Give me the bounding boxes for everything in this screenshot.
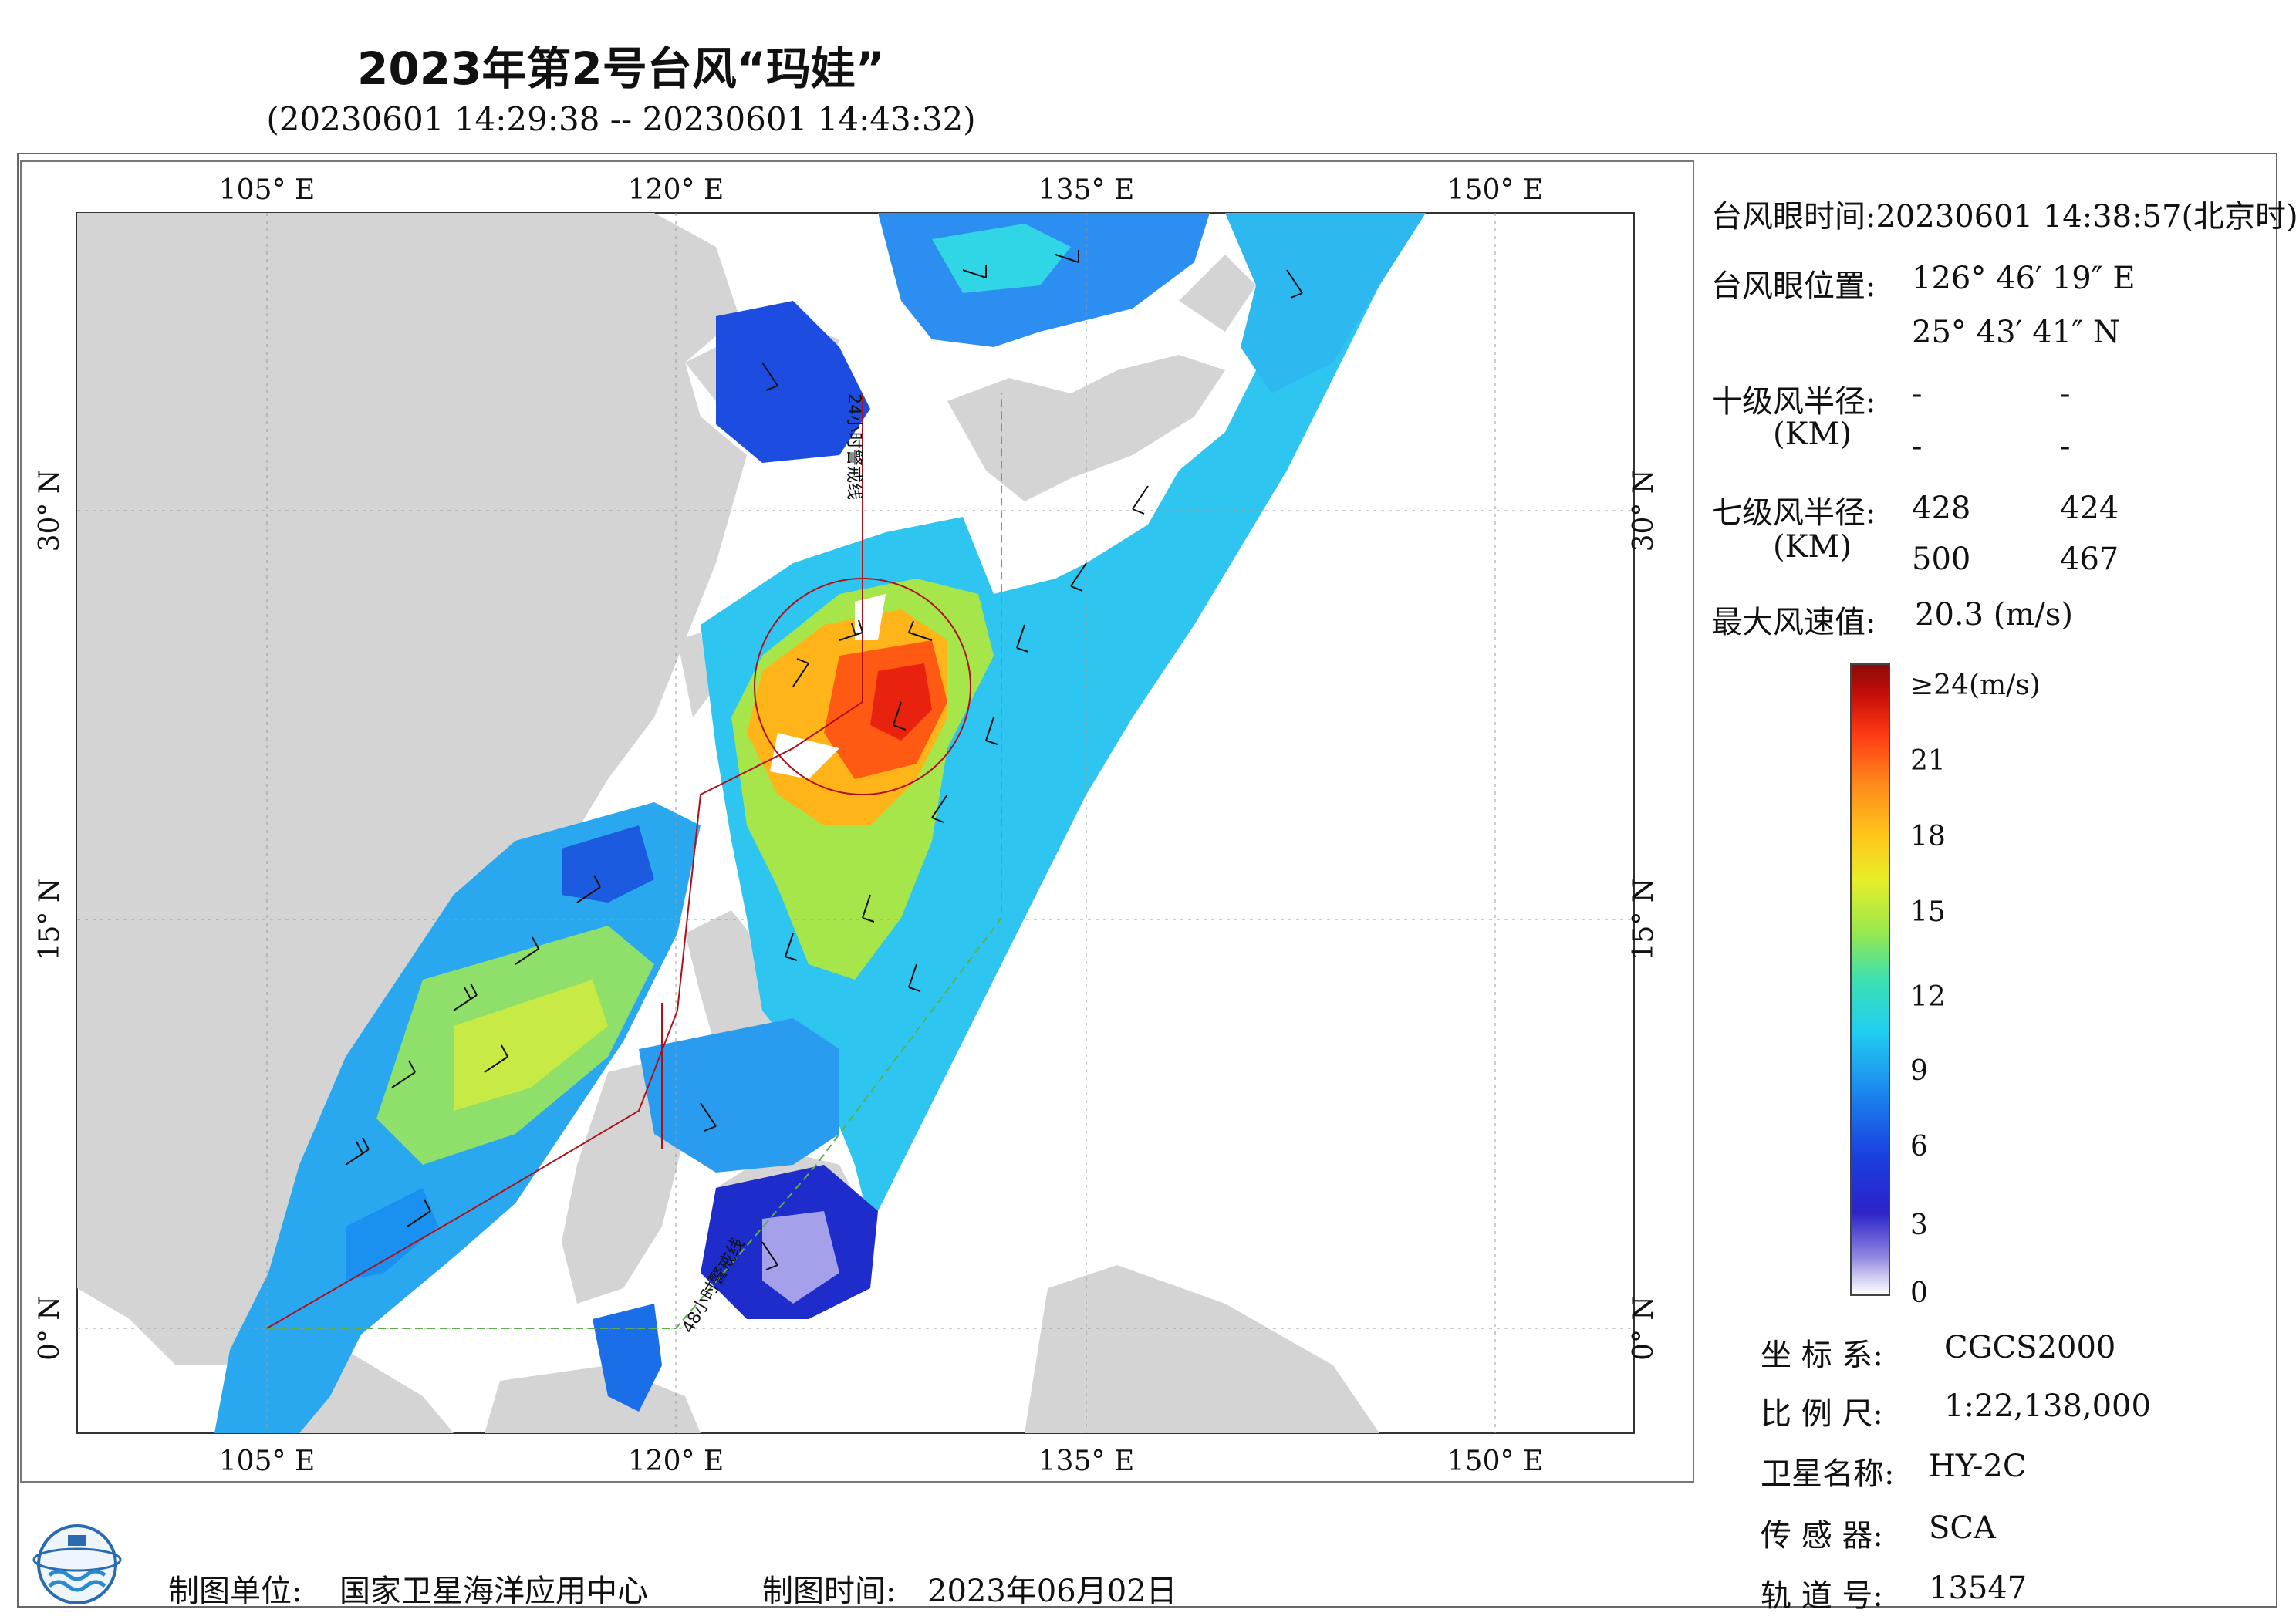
graticule — [77, 213, 1634, 1433]
lat-label-left: 15° N — [34, 879, 66, 961]
lon-label-top: 105° E — [219, 174, 315, 206]
r7-value: 424 — [2060, 491, 2119, 526]
typhoon-eye-circle — [754, 578, 971, 795]
wind-barbs — [345, 250, 1303, 1270]
page-border — [17, 153, 2277, 1608]
sensor-value: SCA — [1929, 1510, 1996, 1546]
lat-label-right: 15° N — [1628, 879, 1660, 961]
r10-value: - — [1912, 376, 1923, 412]
lon-label-bottom: 135° E — [1038, 1446, 1134, 1477]
scale-value: 1:22,138,000 — [1944, 1388, 2151, 1424]
satellite-label: 卫星名称: — [1761, 1456, 1895, 1492]
map-title: 2023年第2号台风“玛娃” — [356, 42, 886, 95]
lat-label-right: 0° N — [1628, 1296, 1660, 1361]
orbit-label: 轨 道 号: — [1761, 1578, 1883, 1614]
lon-label-bottom: 120° E — [628, 1446, 724, 1477]
r10-value: - — [2060, 376, 2071, 412]
org-value: 国家卫星海洋应用中心 — [339, 1574, 648, 1609]
r7-label: 七级风半径: — [1711, 495, 1876, 531]
date-value: 2023年06月02日 — [927, 1574, 1177, 1609]
org-label: 制图单位: — [168, 1574, 302, 1609]
date-label: 制图时间: — [762, 1574, 896, 1609]
colorbar-tick: 0 — [1910, 1277, 1928, 1309]
colorbar-tick: 12 — [1910, 981, 1946, 1013]
nsoas-logo — [32, 1524, 122, 1604]
wind-swath-east — [701, 213, 1426, 1227]
lat-label-left: 0° N — [34, 1296, 66, 1361]
crs-value: CGCS2000 — [1944, 1330, 2116, 1365]
colorbar-tick: 9 — [1910, 1055, 1928, 1087]
scale-label: 比 例 尺: — [1761, 1396, 1883, 1432]
lat-label-right: 30° N — [1628, 470, 1660, 552]
r10-unit: (KM) — [1773, 417, 1852, 452]
eye-time-value: 20230601 14:38:57(北京时) — [1876, 199, 2296, 235]
lon-label-bottom: 105° E — [219, 1446, 315, 1477]
r7-value: 428 — [1912, 491, 1971, 526]
colorbar-tick: 15 — [1910, 896, 1946, 928]
colorbar-tick: 6 — [1910, 1131, 1928, 1162]
max-wind-value: 20.3 (m/s) — [1915, 597, 2073, 633]
eye-pos-label: 台风眼位置: — [1711, 268, 1876, 304]
map-subtitle: (20230601 14:29:38 -- 20230601 14:43:32) — [266, 100, 976, 138]
r7-unit: (KM) — [1773, 529, 1852, 565]
colorbar-tick: ≥24(m/s) — [1910, 670, 2041, 701]
lon-label-bottom: 150° E — [1447, 1446, 1543, 1477]
lon-label-top: 120° E — [628, 174, 724, 206]
colorbar-tick: 3 — [1910, 1210, 1928, 1241]
eye-time-label: 台风眼时间: — [1711, 199, 1876, 235]
typhoon-wind-map: 24小时警戒线 48小时警戒线 105° E 120° E 135° E 150… — [34, 174, 1660, 1477]
wind-speed-colorbar — [1850, 663, 1890, 1296]
max-wind-label: 最大风速值: — [1711, 605, 1876, 640]
map-frame: 24小时警戒线 48小时警戒线 105° E 120° E 135° E 150… — [20, 160, 1694, 1483]
warning-line-24h — [266, 393, 863, 1329]
warning-line-48h — [267, 393, 1002, 1329]
r10-label: 十级风半径: — [1711, 384, 1876, 420]
colorbar-tick: 18 — [1910, 821, 1946, 852]
wind-swath-north — [716, 213, 1426, 463]
satellite-value: HY-2C — [1929, 1449, 2027, 1484]
r7-value: 467 — [2060, 542, 2119, 577]
sensor-label: 传 感 器: — [1761, 1518, 1883, 1554]
eye-lon-value: 126° 46′ 19″ E — [1912, 261, 2136, 296]
eye-time-row: 台风眼时间:20230601 14:38:57(北京时) — [1711, 191, 2296, 236]
wind-swath-south — [593, 1018, 878, 1412]
lon-label-top: 150° E — [1447, 174, 1543, 206]
lat-label-left: 30° N — [34, 470, 66, 552]
wind-swath-west — [214, 802, 701, 1433]
colorbar-tick: 21 — [1910, 745, 1946, 777]
crs-label: 坐 标 系: — [1761, 1338, 1883, 1373]
lon-label-top: 135° E — [1038, 174, 1134, 206]
r7-value: 500 — [1912, 542, 1971, 577]
warning-24h-label: 24小时警戒线 — [844, 393, 863, 500]
r10-value: - — [1912, 429, 1923, 464]
r10-value: - — [2060, 429, 2071, 464]
eye-lat-value: 25° 43′ 41″ N — [1912, 315, 2120, 350]
orbit-value: 13547 — [1929, 1571, 2028, 1606]
